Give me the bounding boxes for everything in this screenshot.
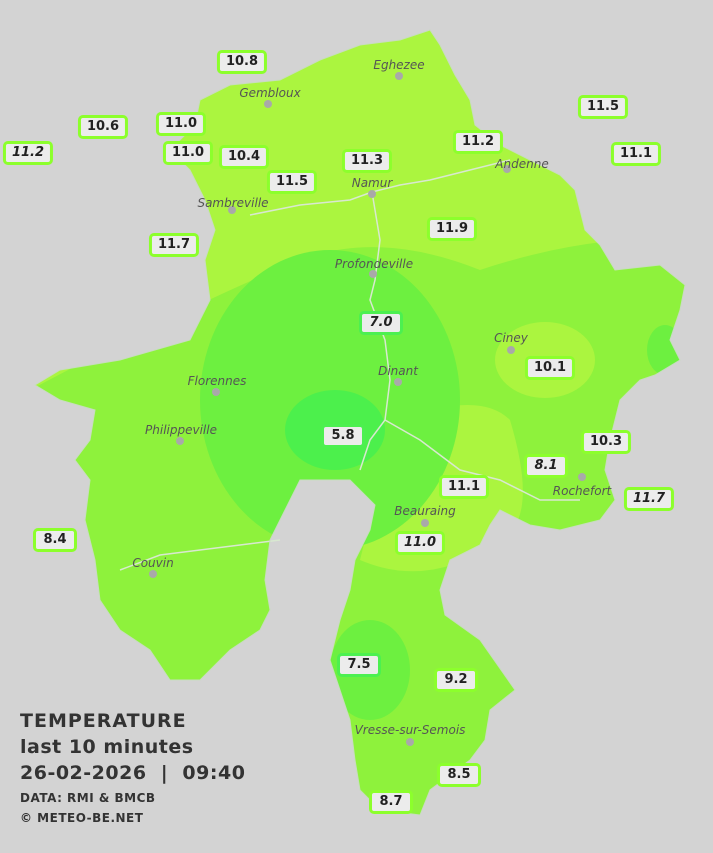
legend-datetime: 26-02-2026 | 09:40 — [20, 762, 246, 784]
town-dot — [149, 570, 157, 578]
legend-title: TEMPERATURE — [20, 710, 187, 732]
town-label: Couvin — [132, 556, 174, 570]
town-dot — [507, 346, 515, 354]
station-label[interactable]: 11.0 — [394, 531, 446, 555]
town-label: Eghezee — [373, 58, 425, 72]
town-dot — [421, 519, 429, 527]
station-label[interactable]: 11.5 — [266, 170, 318, 194]
river-meuse — [359, 191, 391, 471]
zone-cool-east — [647, 325, 683, 375]
station-label[interactable]: 8.7 — [369, 790, 413, 814]
town-label: Gembloux — [239, 86, 301, 100]
station-label[interactable]: 10.1 — [524, 356, 576, 380]
station-label[interactable]: 11.3 — [341, 149, 393, 173]
town-dot — [578, 473, 586, 481]
town-label: Philippeville — [145, 423, 217, 437]
town-dot — [228, 206, 236, 214]
town-label: Andenne — [495, 157, 549, 171]
station-label[interactable]: 8.5 — [437, 763, 481, 787]
legend-copyright: © METEO-BE.NET — [20, 811, 144, 825]
town-label: Vresse-sur-Semois — [354, 723, 466, 737]
station-label[interactable]: 10.4 — [218, 145, 270, 169]
station-label[interactable]: 8.4 — [33, 528, 77, 552]
station-label[interactable]: 10.6 — [77, 115, 129, 139]
town-label: Namur — [351, 176, 393, 190]
town-dot — [394, 378, 402, 386]
town-label: Florennes — [187, 374, 247, 388]
town-dot — [369, 270, 377, 278]
station-label[interactable]: 11.2 — [2, 141, 54, 165]
station-label[interactable]: 10.8 — [216, 50, 268, 74]
station-label[interactable]: 7.0 — [359, 311, 403, 335]
town-dot — [212, 388, 220, 396]
town-label: Dinant — [378, 364, 418, 378]
town-dot — [368, 190, 376, 198]
station-label[interactable]: 10.3 — [580, 430, 632, 454]
station-label[interactable]: 11.7 — [148, 233, 200, 257]
river-viroin — [119, 539, 281, 571]
station-label[interactable]: 11.5 — [577, 95, 629, 119]
station-label[interactable]: 11.0 — [162, 141, 214, 165]
station-label[interactable]: 11.0 — [155, 112, 207, 136]
station-label[interactable]: 11.9 — [426, 217, 478, 241]
town-label: Ciney — [494, 331, 528, 345]
town-dot — [395, 72, 403, 80]
station-label[interactable]: 11.1 — [438, 475, 490, 499]
town-dot — [264, 100, 272, 108]
town-dot — [503, 165, 511, 173]
station-label[interactable]: 11.7 — [623, 487, 675, 511]
station-label[interactable]: 11.1 — [610, 142, 662, 166]
station-label[interactable]: 11.2 — [452, 130, 504, 154]
town-dot — [406, 738, 414, 746]
town-dot — [176, 437, 184, 445]
legend-source: DATA: RMI & BMCB — [20, 791, 156, 805]
station-label[interactable]: 5.8 — [321, 424, 365, 448]
town-label: Sambreville — [197, 196, 269, 210]
station-label[interactable]: 8.1 — [524, 454, 568, 478]
legend-subtitle: last 10 minutes — [20, 736, 194, 758]
town-label: Profondeville — [334, 257, 414, 271]
river-sambre-meuse — [249, 159, 511, 216]
town-label: Rochefort — [552, 484, 612, 498]
town-label: Beauraing — [394, 504, 456, 518]
station-label[interactable]: 9.2 — [434, 668, 478, 692]
station-label[interactable]: 7.5 — [337, 653, 381, 677]
